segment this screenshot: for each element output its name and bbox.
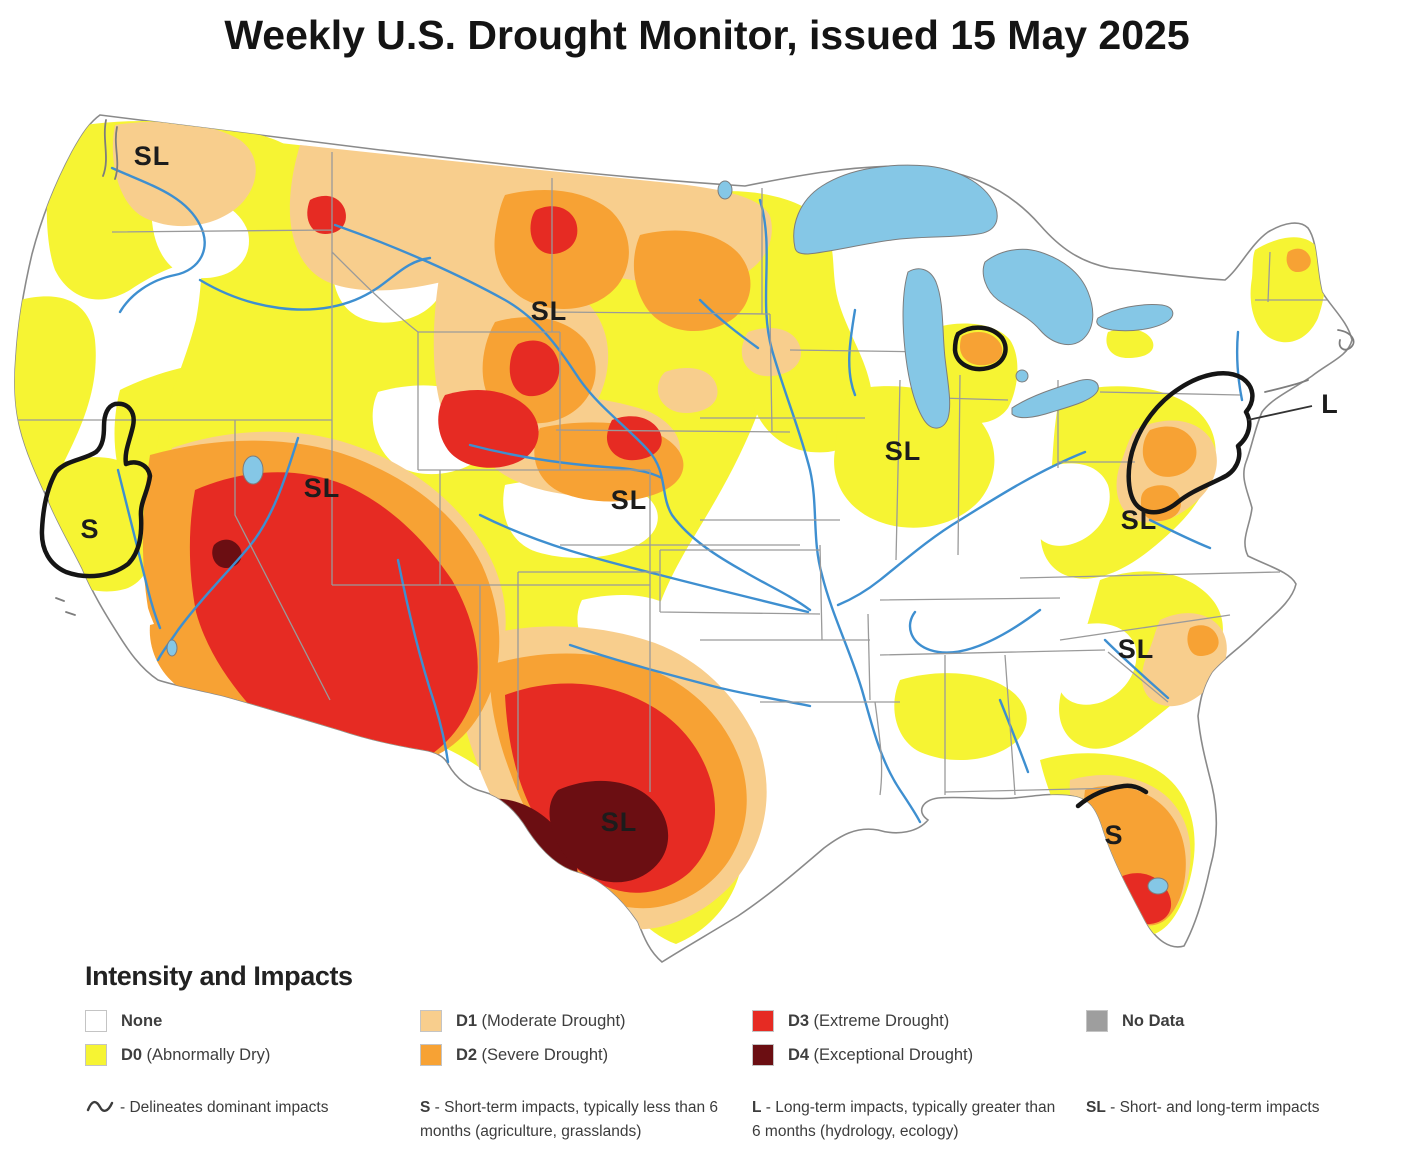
impact-outline-michigan — [952, 325, 1008, 372]
legend-item-label: D3 (Extreme Drought) — [788, 1011, 950, 1030]
squiggle-icon — [86, 1100, 114, 1112]
map-impact-label: SL — [601, 807, 638, 837]
map-impact-label: L — [1321, 389, 1339, 419]
legend-item: D2 (Severe Drought) — [420, 1042, 752, 1068]
lake-okeechobee — [1147, 877, 1169, 895]
map-impact-label: SL — [611, 485, 648, 515]
legend-grid: None D0 (Abnormally Dry) D1 (Moderate Drou… — [85, 1008, 1394, 1068]
map-impact-label: S — [80, 514, 99, 544]
page-title: Weekly U.S. Drought Monitor, issued 15 M… — [224, 12, 1190, 58]
lakes — [166, 164, 1174, 895]
lake-ontario — [1096, 304, 1174, 332]
map-impact-label: SL — [304, 473, 341, 503]
legend-column: None D0 (Abnormally Dry) — [85, 1008, 420, 1068]
impact-outline-florida — [1075, 783, 1149, 809]
legend-swatch-d0 — [85, 1044, 107, 1066]
lake-superior — [793, 164, 998, 255]
impact-outlines — [39, 325, 1313, 809]
legend-item-label: D2 (Severe Drought) — [456, 1045, 609, 1064]
legend-item-label: No Data — [1122, 1011, 1185, 1030]
map-impact-label: SL — [1121, 505, 1158, 535]
legend-swatch-none — [85, 1010, 107, 1032]
map-impact-label: SL — [885, 436, 922, 466]
legend-column: D3 (Extreme Drought) D4 (Exceptional Drou… — [752, 1008, 1086, 1068]
legend-item-label: D0 (Abnormally Dry) — [121, 1045, 271, 1064]
legend-swatch-no-data — [1086, 1010, 1108, 1032]
lake-st-clair — [1015, 369, 1029, 383]
legend-note: - Delineates dominant impacts — [85, 1096, 390, 1144]
legend-swatch-d3 — [752, 1010, 774, 1032]
legend: Intensity and Impacts None D0 (Abnormally… — [0, 961, 1414, 1144]
lake-michigan — [902, 268, 951, 429]
legend-item-label: None — [121, 1011, 163, 1030]
legend-column: No Data — [1086, 1008, 1394, 1068]
legend-item: D1 (Moderate Drought) — [420, 1008, 752, 1034]
legend-column: D1 (Moderate Drought) D2 (Severe Drought) — [420, 1008, 752, 1068]
legend-swatch-d1 — [420, 1010, 442, 1032]
impact-outline-nevada — [39, 401, 153, 579]
salton-sea — [166, 639, 178, 657]
legend-note: L - Long-term impacts, typically greater… — [752, 1099, 1056, 1141]
map-impact-label: SL — [134, 141, 171, 171]
legend-item: D3 (Extreme Drought) — [752, 1008, 1086, 1034]
state-borders — [15, 152, 1330, 796]
legend-swatch-d2 — [420, 1044, 442, 1066]
legend-note: SL - Short- and long-term impacts — [1086, 1099, 1320, 1116]
lake-erie — [1011, 379, 1099, 419]
coastline-details — [55, 119, 1355, 616]
lake-huron — [982, 248, 1094, 345]
map-impact-label: SL — [1118, 634, 1155, 664]
legend-swatch-d4 — [752, 1044, 774, 1066]
legend-item-label: D1 (Moderate Drought) — [456, 1011, 626, 1030]
legend-notes: - Delineates dominant impacts S - Short-t… — [85, 1096, 1394, 1144]
label-leader-line — [1247, 405, 1313, 421]
great-salt-lake — [242, 455, 264, 485]
legend-note: S - Short-term impacts, typically less t… — [420, 1099, 719, 1141]
legend-item: No Data — [1086, 1008, 1394, 1034]
legend-item: D0 (Abnormally Dry) — [85, 1042, 420, 1068]
legend-heading: Intensity and Impacts — [85, 961, 353, 991]
map-impact-label: S — [1104, 820, 1123, 850]
us-drought-map: SL SL SL SL SL SL SL S L S SL — [0, 95, 1414, 965]
legend-item-label: D4 (Exceptional Drought) — [788, 1045, 974, 1064]
legend-item: D4 (Exceptional Drought) — [752, 1042, 1086, 1068]
legend-item: None — [85, 1008, 420, 1034]
map-impact-label: SL — [531, 296, 568, 326]
impact-outline-mid-atlantic — [1126, 371, 1255, 515]
lake-of-the-woods — [717, 180, 733, 200]
